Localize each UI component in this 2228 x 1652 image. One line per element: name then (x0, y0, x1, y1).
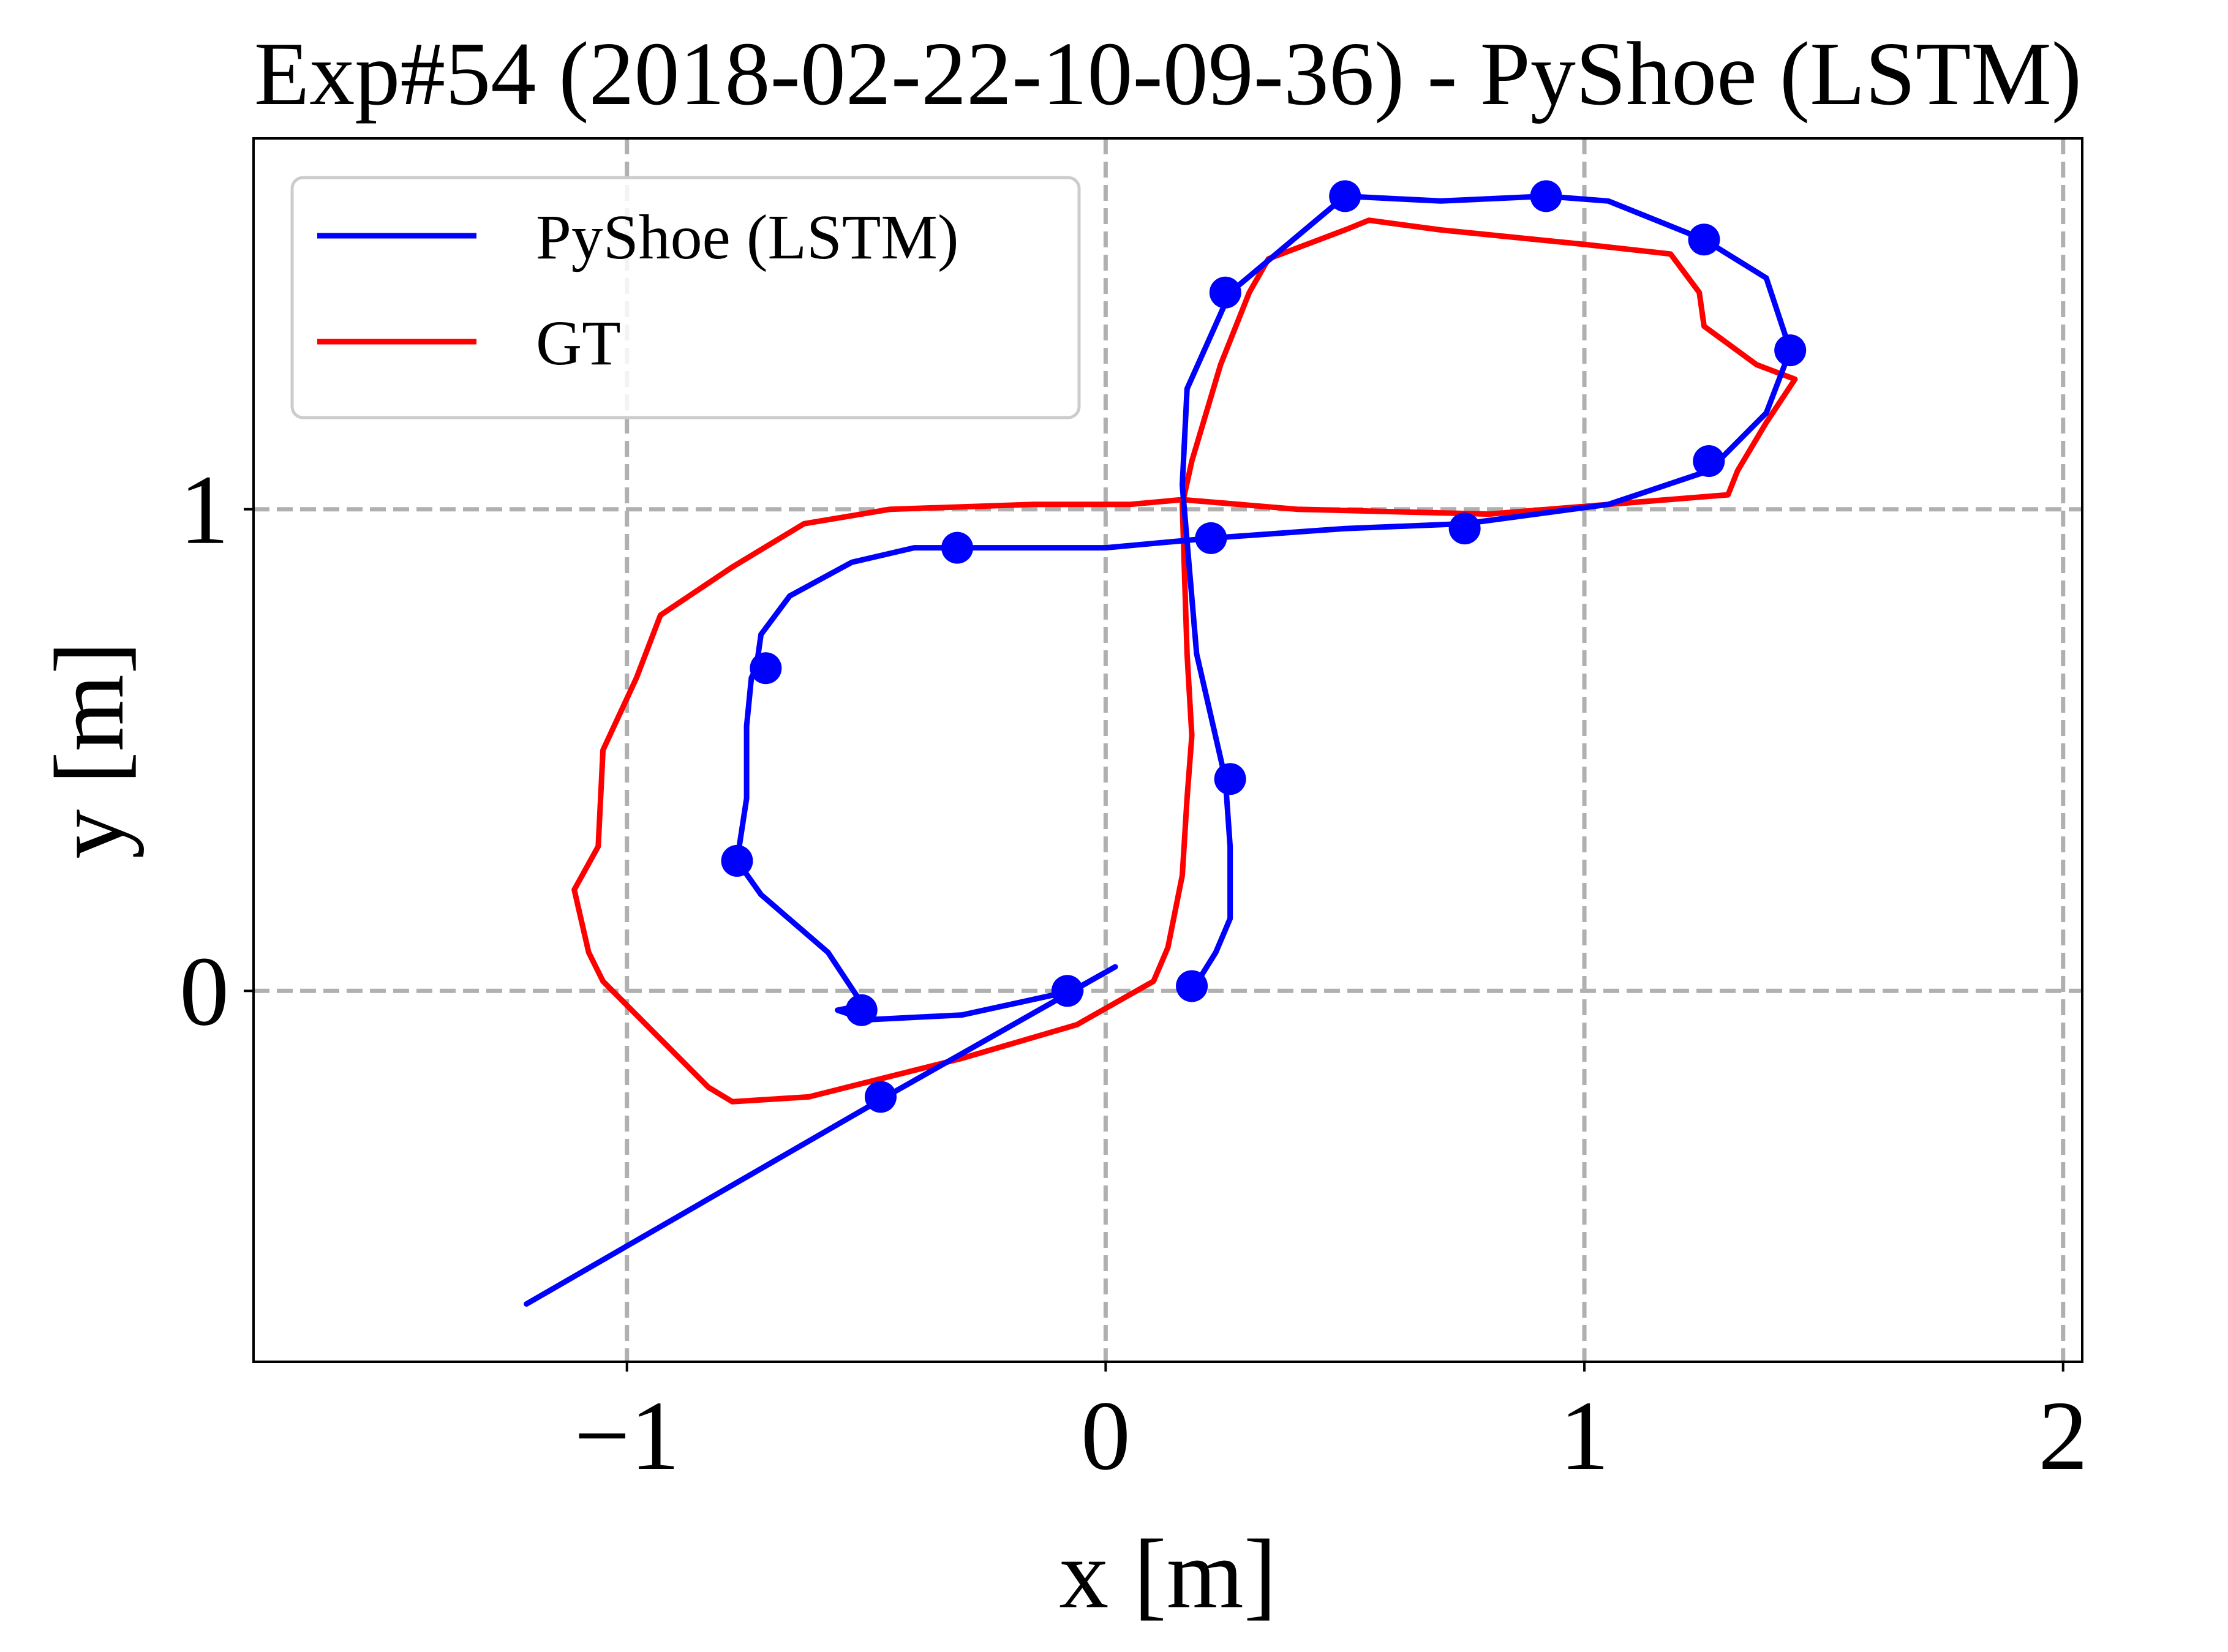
axis-ticks: −1 0 1 2 0 1 (179, 456, 2088, 1491)
legend-label-gt: GT (536, 308, 621, 378)
series-layer (524, 180, 1807, 1307)
series-marker-pyshoe (1774, 334, 1807, 367)
series-marker-pyshoe (721, 844, 753, 877)
series-line-gt (571, 217, 1798, 1105)
x-tick-label: 1 (1560, 1381, 1609, 1491)
series-marker-pyshoe (845, 994, 878, 1026)
y-tick-label: 1 (179, 456, 229, 565)
plot-frame (252, 137, 2083, 1363)
x-tick-label: 0 (1081, 1381, 1131, 1491)
series-marker-pyshoe (864, 1081, 897, 1113)
legend: PyShoe (LSTM) GT (290, 176, 1081, 419)
series-marker-pyshoe (1051, 975, 1083, 1007)
chart-title: Exp#54 (2018-02-22-10-09-36) - PyShoe (L… (254, 24, 2082, 124)
plot-area (524, 180, 1807, 1307)
series-marker-pyshoe (1209, 276, 1241, 309)
x-axis-label: x [m] (1059, 1520, 1276, 1629)
series-marker-pyshoe (1688, 223, 1720, 256)
x-tick-label: 2 (2038, 1381, 2088, 1491)
series-marker-pyshoe (1176, 970, 1208, 1002)
x-tick-label: −1 (574, 1381, 680, 1491)
series-marker-pyshoe (1530, 180, 1562, 212)
legend-label-pyshoe: PyShoe (LSTM) (536, 202, 958, 272)
grid-lines (254, 138, 2082, 1362)
series-marker-pyshoe (1214, 763, 1246, 795)
series-marker-pyshoe (1693, 445, 1725, 478)
y-axis-label: y [m] (35, 641, 145, 858)
legend-frame (290, 176, 1081, 419)
series-marker-pyshoe (941, 531, 974, 564)
series-marker-pyshoe (1448, 512, 1481, 545)
series-marker-pyshoe (750, 652, 782, 685)
y-tick-label: 0 (179, 937, 229, 1046)
series-marker-pyshoe (1329, 180, 1361, 212)
series-marker-pyshoe (1195, 522, 1227, 554)
